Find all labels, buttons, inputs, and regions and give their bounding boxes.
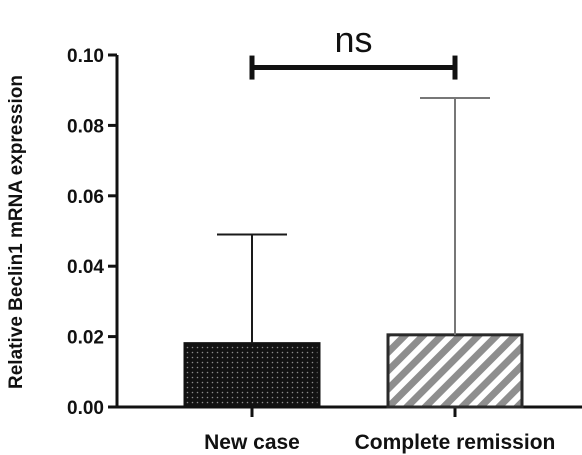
significance-annotation: ns xyxy=(249,19,458,80)
bars xyxy=(183,333,524,409)
x-tick-label: New case xyxy=(204,431,300,454)
y-tick-label: 0.02 xyxy=(67,328,104,349)
y-tick-label: 0.08 xyxy=(67,116,104,137)
error-bars xyxy=(217,96,490,344)
bar-2 xyxy=(386,333,524,409)
y-tick-label: 0.10 xyxy=(67,46,104,67)
y-tick-label: 0.06 xyxy=(67,187,104,208)
y-tick-label: 0.04 xyxy=(67,257,104,278)
bar-1 xyxy=(183,342,321,409)
x-tick-label: Complete remission xyxy=(355,431,556,454)
significance-label: ns xyxy=(334,19,372,60)
y-axis-label: Relative Beclin1 mRNA expression xyxy=(6,75,27,389)
y-tick-label: 0.00 xyxy=(67,398,104,419)
